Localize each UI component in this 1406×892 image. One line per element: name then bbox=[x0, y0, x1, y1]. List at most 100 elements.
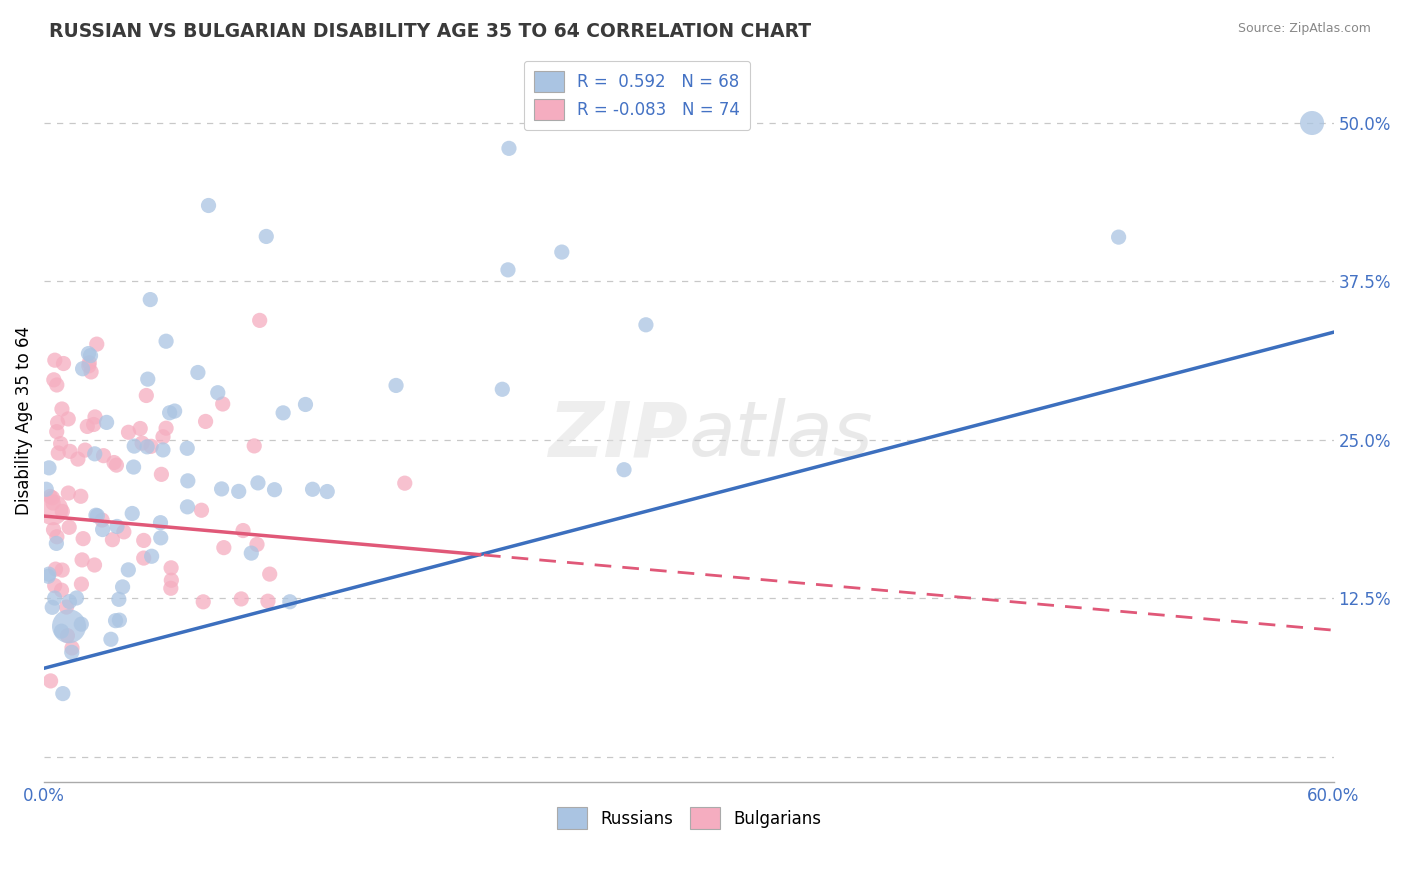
Point bbox=[100, 632, 122, 647]
Point bbox=[44, 353, 66, 368]
Point bbox=[42, 373, 65, 387]
Point bbox=[232, 524, 254, 538]
Point bbox=[129, 421, 152, 435]
Point bbox=[159, 406, 181, 420]
Point bbox=[72, 532, 94, 546]
Point bbox=[83, 447, 105, 461]
Point bbox=[44, 591, 66, 605]
Point bbox=[254, 229, 277, 244]
Point bbox=[80, 365, 103, 379]
Point bbox=[83, 417, 105, 432]
Point bbox=[551, 245, 574, 260]
Point bbox=[301, 483, 323, 497]
Point bbox=[211, 397, 233, 411]
Point bbox=[39, 673, 62, 688]
Point bbox=[58, 594, 80, 608]
Point bbox=[117, 563, 139, 577]
Point bbox=[69, 489, 91, 503]
Point bbox=[108, 592, 131, 607]
Point bbox=[42, 496, 65, 510]
Text: RUSSIAN VS BULGARIAN DISABILITY AGE 35 TO 64 CORRELATION CHART: RUSSIAN VS BULGARIAN DISABILITY AGE 35 T… bbox=[49, 22, 811, 41]
Point bbox=[51, 504, 73, 518]
Point bbox=[76, 419, 98, 434]
Point bbox=[394, 476, 416, 491]
Text: ZIP: ZIP bbox=[550, 399, 689, 473]
Point bbox=[77, 346, 100, 360]
Point bbox=[316, 484, 339, 499]
Point bbox=[176, 442, 198, 456]
Point bbox=[149, 516, 172, 530]
Point bbox=[212, 541, 235, 555]
Point bbox=[55, 600, 77, 615]
Point bbox=[160, 561, 183, 575]
Point bbox=[39, 490, 62, 504]
Point bbox=[163, 404, 186, 418]
Point bbox=[159, 581, 181, 595]
Point bbox=[263, 483, 285, 497]
Point bbox=[1108, 230, 1130, 244]
Y-axis label: Disability Age 35 to 64: Disability Age 35 to 64 bbox=[15, 326, 32, 516]
Point bbox=[42, 523, 65, 537]
Text: Source: ZipAtlas.com: Source: ZipAtlas.com bbox=[1237, 22, 1371, 36]
Point bbox=[84, 409, 107, 424]
Point bbox=[155, 421, 177, 435]
Point bbox=[136, 372, 159, 386]
Point bbox=[160, 573, 183, 587]
Point bbox=[240, 546, 263, 560]
Point bbox=[257, 594, 280, 608]
Point bbox=[385, 378, 408, 392]
Point bbox=[176, 500, 198, 514]
Point bbox=[193, 595, 215, 609]
Legend: Russians, Bulgarians: Russians, Bulgarians bbox=[550, 801, 828, 836]
Point bbox=[56, 629, 79, 643]
Point bbox=[122, 460, 145, 475]
Point bbox=[45, 562, 67, 576]
Point bbox=[498, 141, 520, 155]
Point bbox=[66, 452, 89, 467]
Point bbox=[259, 567, 281, 582]
Point bbox=[38, 460, 60, 475]
Point bbox=[91, 523, 114, 537]
Point bbox=[51, 624, 73, 639]
Point bbox=[1301, 116, 1323, 130]
Point bbox=[52, 357, 75, 371]
Point bbox=[70, 577, 93, 591]
Point bbox=[132, 533, 155, 548]
Point bbox=[41, 491, 63, 505]
Point bbox=[75, 443, 97, 458]
Point bbox=[117, 425, 139, 440]
Point bbox=[152, 442, 174, 457]
Point bbox=[122, 439, 145, 453]
Point bbox=[45, 530, 67, 544]
Point bbox=[60, 640, 83, 655]
Point bbox=[70, 617, 93, 632]
Point bbox=[46, 446, 69, 460]
Point bbox=[246, 537, 269, 551]
Point bbox=[51, 402, 73, 417]
Point bbox=[51, 583, 73, 598]
Point bbox=[249, 313, 271, 327]
Point bbox=[59, 444, 82, 458]
Point bbox=[58, 412, 80, 426]
Point bbox=[77, 359, 100, 373]
Point bbox=[45, 536, 67, 550]
Point bbox=[228, 484, 250, 499]
Point bbox=[634, 318, 657, 332]
Point bbox=[105, 458, 128, 472]
Point bbox=[101, 533, 124, 547]
Point bbox=[491, 382, 513, 396]
Point bbox=[187, 366, 209, 380]
Point bbox=[121, 507, 143, 521]
Point bbox=[45, 378, 67, 392]
Point bbox=[72, 361, 94, 376]
Point bbox=[108, 613, 131, 627]
Point bbox=[152, 430, 174, 444]
Point bbox=[177, 474, 200, 488]
Point bbox=[243, 439, 266, 453]
Point bbox=[105, 519, 128, 533]
Point bbox=[96, 416, 118, 430]
Point bbox=[93, 449, 115, 463]
Point bbox=[41, 502, 63, 516]
Point bbox=[150, 467, 173, 482]
Point bbox=[44, 579, 66, 593]
